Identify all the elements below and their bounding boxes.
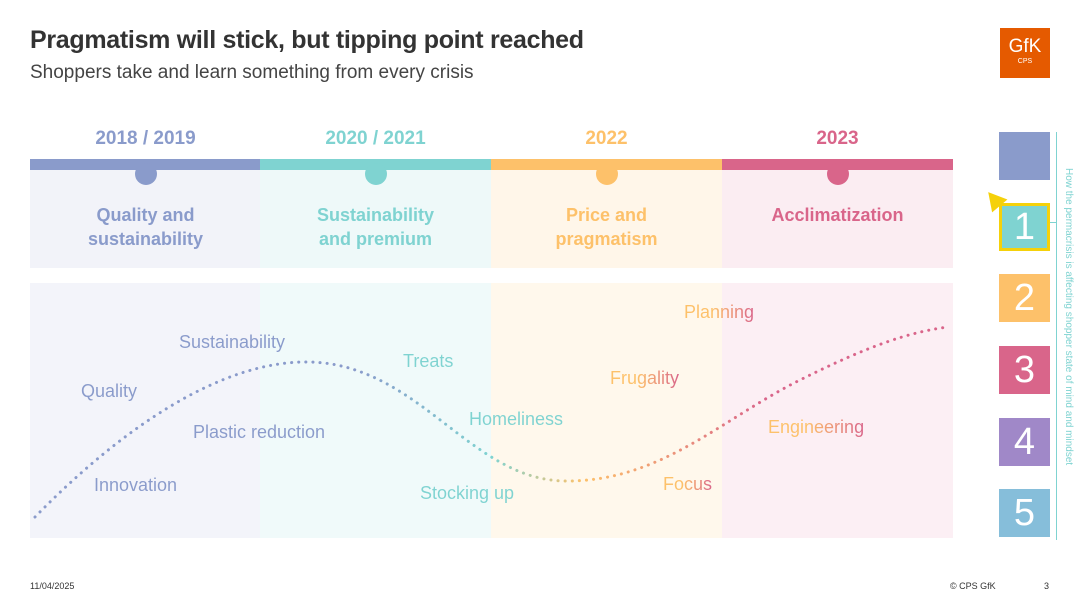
keyword-label: Quality (81, 381, 138, 401)
keyword-label: Frugality (610, 368, 680, 388)
footer-page-number: 3 (1044, 581, 1050, 591)
phase-year: 2020 / 2021 (325, 128, 426, 149)
gfk-logo: GfK CPS (1000, 28, 1050, 78)
keyword-label: Focus (663, 474, 713, 494)
phase-marker (135, 163, 157, 185)
sidebar-line-tick (1050, 222, 1057, 223)
phase-card (491, 170, 722, 268)
phase-label: Quality and sustainability (87, 205, 204, 249)
phase-area (722, 283, 953, 538)
mindset-step-0[interactable] (999, 132, 1050, 180)
keyword-label: Stocking up (420, 483, 515, 503)
phase-label: Price and pragmatism (555, 205, 658, 249)
phase-area (491, 283, 722, 538)
curve-line (33, 325, 950, 519)
sidebar-line (1056, 132, 1057, 540)
footer-date: 11/04/2025 (30, 581, 75, 591)
keyword-label: Homeliness (469, 409, 564, 429)
keyword-label: Planning (684, 302, 755, 322)
phase-year: 2018 / 2019 (95, 128, 196, 149)
mindset-step-4[interactable]: 4 (999, 418, 1050, 466)
logo-text: GfK (1008, 36, 1042, 57)
mindset-step-3[interactable]: 3 (999, 346, 1050, 394)
sidebar-vertical-label: How the permacrisis is affecting shopper… (1063, 168, 1074, 466)
mindset-step-2[interactable]: 2 (999, 274, 1050, 322)
phase-year: 2022 (585, 128, 628, 149)
mindset-step-1[interactable]: 1 (999, 203, 1050, 251)
mindset-step-5[interactable]: 5 (999, 489, 1050, 537)
phase-card (260, 170, 491, 268)
phase-marker (827, 163, 849, 185)
keyword-label: Plastic reduction (193, 422, 326, 442)
keyword-label: Treats (403, 351, 454, 371)
phase-area (260, 283, 491, 538)
keyword-label: Engineering (768, 417, 865, 437)
phase-marker (596, 163, 618, 185)
phase-card (30, 170, 261, 268)
keyword-label: Innovation (94, 475, 178, 495)
phase-label: Acclimatization (771, 205, 904, 225)
keyword-label: Sustainability (179, 332, 286, 352)
footer-copyright: © CPS GfK (950, 581, 996, 591)
phase-marker (365, 163, 387, 185)
phase-year: 2023 (816, 128, 859, 149)
page-subtitle: Shoppers take and learn something from e… (30, 62, 474, 83)
logo-sub: CPS (1017, 58, 1033, 65)
phase-label: Sustainability and premium (316, 205, 435, 249)
phase-area (30, 283, 261, 538)
page-title: Pragmatism will stick, but tipping point… (30, 26, 584, 54)
phase-card (722, 170, 953, 268)
